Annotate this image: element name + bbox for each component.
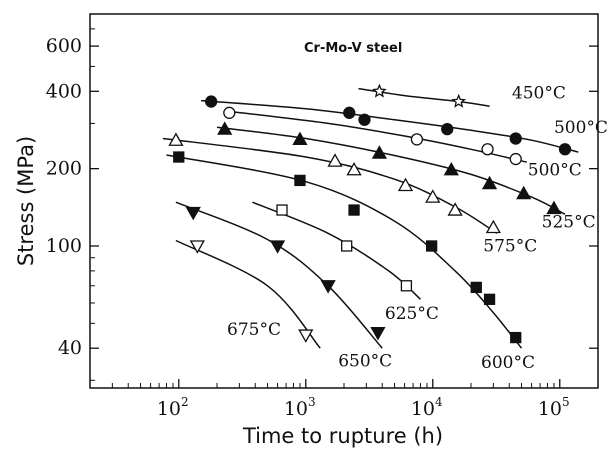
label-675C-8: 675°C [227, 320, 281, 340]
point-600C-5-2 [348, 204, 360, 216]
point-650C-7-3 [370, 326, 386, 341]
point-650C-7-2 [320, 280, 336, 294]
point-575C-4-5 [447, 202, 463, 216]
curve-575C-4 [162, 137, 498, 234]
label-500C-1: 500°C [554, 118, 608, 138]
point-600C-5-0 [173, 151, 185, 163]
curve-650C-7 [175, 201, 383, 349]
point-625C-6-0 [276, 204, 288, 216]
point-500C-2-3 [509, 152, 522, 166]
y-tick-label-3: 400 [46, 80, 82, 102]
point-625C-6-2 [400, 280, 413, 292]
point-575C-4-4 [425, 189, 441, 203]
point-575C-4-0 [168, 132, 184, 146]
point-500C-1-1 [343, 106, 356, 119]
point-500C-2-2 [481, 143, 494, 156]
x-axis-title: Time to rupture (h) [242, 424, 443, 448]
point-600C-5-3 [426, 240, 438, 252]
point-575C-4-3 [397, 177, 414, 192]
x-tick-label-0: 102 [157, 395, 189, 420]
y-tick-label-1: 100 [46, 235, 82, 257]
point-500C-1-5 [558, 143, 572, 156]
curve-500C-1 [201, 99, 579, 153]
point-500C-2-0 [223, 106, 236, 119]
curve-600C-5 [166, 154, 523, 349]
point-525C-3-3 [443, 161, 459, 176]
label-450C-0: 450°C [512, 84, 566, 104]
curve-525C-3 [216, 126, 566, 215]
point-575C-4-6 [485, 219, 501, 234]
point-575C-4-1 [327, 153, 343, 167]
point-500C-1-4 [509, 132, 522, 145]
point-525C-3-0 [217, 121, 233, 135]
data-points [168, 83, 572, 344]
point-525C-3-1 [292, 131, 308, 146]
chart-title: Cr-Mo-V steel [304, 41, 402, 56]
point-525C-3-6 [546, 200, 562, 215]
point-500C-1-2 [358, 113, 371, 126]
point-500C-1-3 [441, 122, 454, 136]
label-650C-7: 650°C [338, 351, 392, 371]
label-525C-3: 525°C [542, 213, 596, 233]
label-575C-4: 575°C [483, 237, 537, 257]
point-600C-5-4 [470, 281, 482, 294]
point-675C-8-0 [189, 240, 205, 254]
plot-frame [89, 13, 599, 389]
point-600C-5-6 [510, 331, 522, 344]
point-525C-3-5 [516, 185, 532, 200]
x-tick-label-3: 105 [538, 395, 570, 420]
x-tick-label-1: 103 [284, 395, 316, 420]
y-tick-label-2: 200 [46, 158, 82, 180]
point-600C-5-1 [294, 174, 306, 187]
point-500C-2-1 [410, 133, 424, 146]
label-625C-6: 625°C [385, 304, 439, 324]
point-525C-3-4 [481, 175, 498, 190]
x-tick-label-2: 104 [411, 395, 443, 420]
label-500C-2: 500°C [528, 161, 582, 181]
point-600C-5-5 [483, 293, 496, 305]
point-675C-8-1 [298, 329, 314, 343]
y-axis-title: Stress (MPa) [14, 136, 38, 266]
y-tick-label-0: 40 [58, 337, 82, 359]
point-450C-0-0 [372, 83, 387, 98]
point-500C-1-0 [205, 95, 218, 108]
point-450C-0-1 [451, 93, 467, 108]
point-650C-7-1 [269, 240, 286, 254]
label-600C-5: 600°C [481, 353, 535, 373]
point-650C-7-0 [185, 206, 201, 221]
point-625C-6-1 [341, 240, 353, 252]
point-575C-4-2 [346, 161, 362, 176]
point-525C-3-2 [371, 145, 388, 159]
y-tick-label-4: 600 [46, 35, 82, 57]
axis-ticks: 102 103 104 105 40 100 200 400 600 [46, 28, 598, 420]
